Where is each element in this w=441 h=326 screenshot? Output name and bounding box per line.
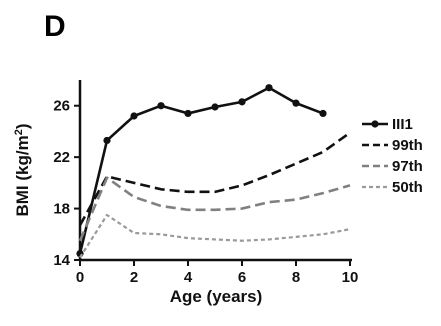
y-axis-label: BMI (kg/m2) [13,123,32,216]
series-lines [76,84,351,259]
data-point-iii1 [211,103,219,111]
data-point-iii1 [157,102,165,110]
x-tick-label: 10 [342,269,359,286]
y-tick-label: 14 [53,252,70,269]
data-point-iii1 [238,98,246,106]
data-point-iii1 [292,99,300,107]
y-tick-label: 26 [53,98,70,115]
data-point-iii1 [130,112,138,120]
y-axis-label-suffix: ) [13,123,32,129]
x-tick-label: 4 [184,269,193,286]
series-line-97th [78,176,351,242]
series-line-iii1 [78,86,324,254]
legend: III1 99th 97th 50th [362,116,423,196]
legend-label-97th: 97th [392,158,423,175]
tick-labels: 0 2 4 6 8 10 14 18 22 26 [53,98,358,286]
legend-label-99th: 99th [392,137,423,154]
series-line-99th [78,131,351,226]
x-tick-label: 0 [76,269,84,286]
y-tick-label: 18 [53,201,70,218]
x-axis-label: Age (years) [170,287,263,306]
tick-marks [74,104,351,266]
axes [78,80,352,262]
x-tick-label: 6 [238,269,246,286]
data-point-iii1 [265,84,273,92]
legend-label-50th: 50th [392,179,423,196]
y-axis-label-superscript: 2 [13,129,25,135]
y-axis-label-main: BMI (kg/m [13,135,32,216]
y-tick-label: 22 [53,149,70,166]
data-point-iii1 [184,109,192,118]
series-line-50th [79,213,351,259]
legend-marker-iii1 [371,120,379,128]
panel-label: D [44,10,66,43]
data-point-iii1 [103,136,111,145]
data-point-iii1 [319,109,327,118]
x-tick-label: 2 [130,269,138,286]
legend-label-iii1: III1 [392,116,413,133]
x-tick-label: 8 [292,269,300,286]
